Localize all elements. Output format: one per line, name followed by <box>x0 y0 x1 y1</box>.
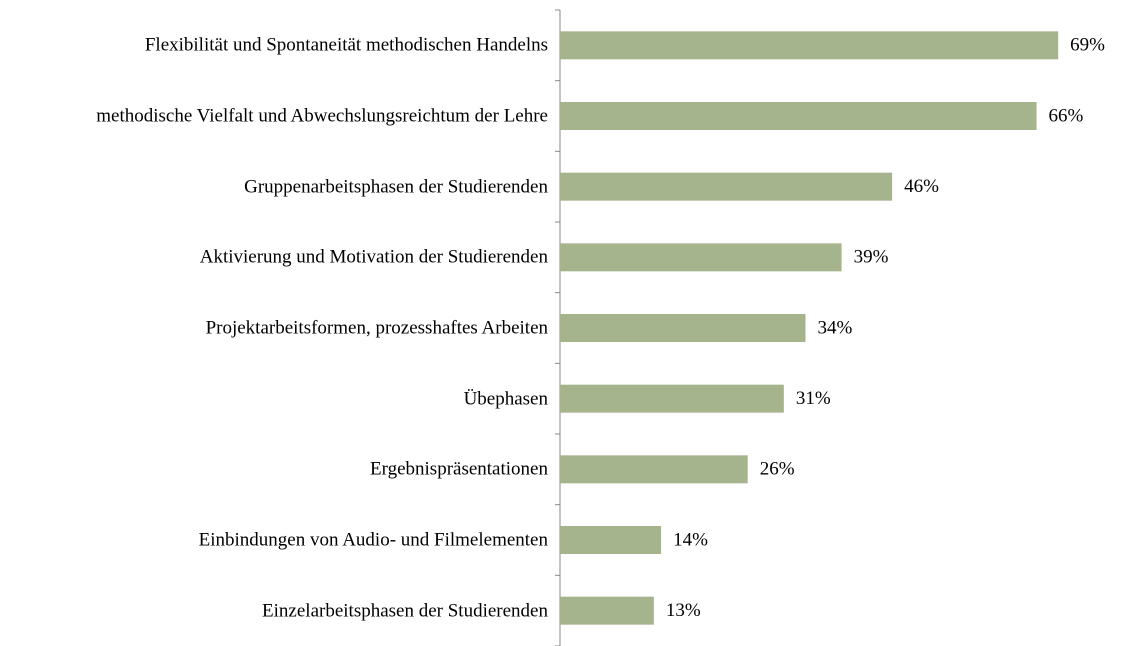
bar <box>560 243 842 272</box>
category-label: Projektarbeitsformen, prozesshaftes Arbe… <box>205 317 548 339</box>
bar <box>560 384 784 413</box>
value-label: 46% <box>904 176 939 197</box>
category-label: Einzelarbeitsphasen der Studierenden <box>262 600 548 622</box>
bar <box>560 314 806 342</box>
category-label-box: Einzelarbeitsphasen der Studierenden <box>8 598 548 623</box>
bar <box>560 172 893 201</box>
category-label: Übephasen <box>463 388 548 410</box>
value-label: 39% <box>854 247 889 268</box>
bar <box>560 455 748 484</box>
bar <box>560 526 662 554</box>
category-label-box: Ergebnispräsentationen <box>8 457 548 482</box>
category-label-box: Übephasen <box>8 386 548 411</box>
value-label: 14% <box>673 529 708 550</box>
value-label: 34% <box>817 317 852 338</box>
category-label: Einbindungen von Audio- und Filmelemente… <box>198 529 548 551</box>
value-label: 69% <box>1070 35 1105 56</box>
category-label-box: Flexibilität und Spontaneität methodisch… <box>8 33 548 58</box>
category-label-box: Aktivierung und Motivation der Studieren… <box>8 245 548 270</box>
category-label: Flexibilität und Spontaneität methodisch… <box>144 34 548 56</box>
category-label-box: Projektarbeitsformen, prozesshaftes Arbe… <box>8 316 548 341</box>
category-label: methodische Vielfalt und Abwechslungsrei… <box>96 105 548 127</box>
category-label-box: Gruppenarbeitsphasen der Studierenden <box>8 174 548 199</box>
category-label: Aktivierung und Motivation der Studieren… <box>199 246 548 268</box>
bar <box>560 31 1059 60</box>
value-label: 26% <box>760 459 795 480</box>
category-label: Ergebnispräsentationen <box>370 458 548 480</box>
value-label: 66% <box>1049 105 1084 126</box>
value-label: 13% <box>666 600 701 621</box>
bar <box>560 596 654 625</box>
category-label: Gruppenarbeitsphasen der Studierenden <box>244 176 548 198</box>
bar <box>560 102 1037 130</box>
value-label: 31% <box>796 388 831 409</box>
category-label-box: Einbindungen von Audio- und Filmelemente… <box>8 528 548 553</box>
category-label-box: methodische Vielfalt und Abwechslungsrei… <box>8 104 548 129</box>
